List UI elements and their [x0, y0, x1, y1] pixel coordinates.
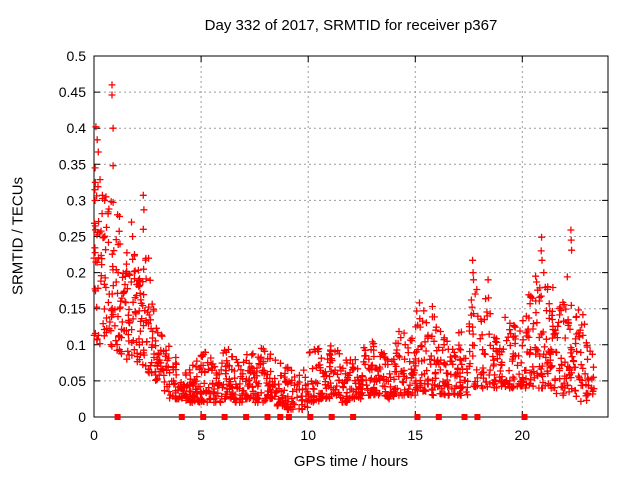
y-tick-label: 0.4 [67, 120, 87, 136]
y-tick-label: 0.45 [59, 84, 86, 100]
y-tick-label: 0.5 [67, 48, 87, 64]
zero-marker-square [264, 414, 271, 420]
zero-marker-square [474, 414, 481, 420]
zero-markers [114, 414, 528, 420]
zero-marker-square [521, 414, 528, 420]
zero-marker-square [114, 414, 121, 420]
zero-marker-square [435, 414, 442, 420]
zero-marker-square [243, 414, 250, 420]
zero-marker-square [200, 414, 207, 420]
y-tick-label: 0.3 [67, 192, 87, 208]
zero-marker-square [307, 414, 314, 420]
zero-marker-square [178, 414, 185, 420]
x-tick-label: 10 [300, 427, 316, 443]
x-tick-label: 0 [90, 427, 98, 443]
y-tick-label: 0.2 [67, 265, 87, 281]
zero-marker-square [328, 414, 335, 420]
chart-title: Day 332 of 2017, SRMTID for receiver p36… [204, 17, 498, 34]
x-tick-label: 15 [408, 427, 424, 443]
y-tick-label: 0.15 [59, 301, 86, 317]
y-tick-label: 0.1 [67, 337, 87, 353]
scatter-points [90, 81, 598, 414]
zero-marker-square [461, 414, 468, 420]
zero-marker-square [277, 414, 284, 420]
zero-marker-square [221, 414, 228, 420]
x-axis-label: GPS time / hours [293, 453, 409, 470]
zero-marker-square [285, 414, 292, 420]
y-tick-label: 0.05 [59, 373, 86, 389]
y-tick-label: 0.25 [59, 229, 86, 245]
grid-lines [94, 56, 608, 417]
zero-marker-square [350, 414, 357, 420]
x-tick-label: 20 [515, 427, 531, 443]
x-tick-label: 5 [197, 427, 205, 443]
zero-marker-square [414, 414, 421, 420]
y-tick-label: 0.35 [59, 156, 86, 172]
y-tick-label: 0 [78, 409, 86, 425]
tick-labels: 0 0.05 0.1 0.15 0.2 0.25 0.3 0.35 0.4 0.45 0.5 0 5 10… [59, 48, 531, 443]
